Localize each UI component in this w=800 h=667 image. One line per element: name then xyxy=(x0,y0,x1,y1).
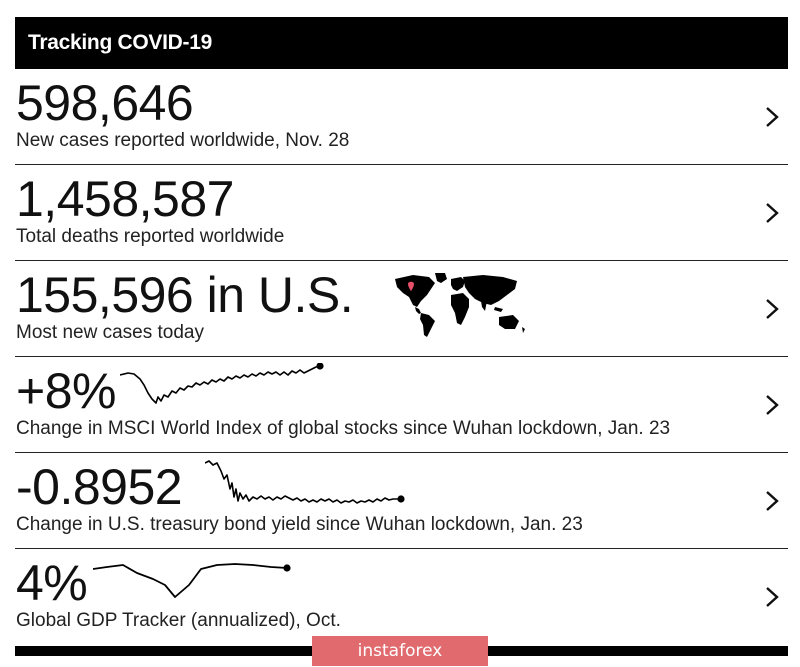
watermark-badge: instaforex xyxy=(312,636,488,666)
row-label: Total deaths reported worldwide xyxy=(16,226,285,247)
watermark-text: instaforex xyxy=(357,641,443,661)
chevron-right-icon[interactable] xyxy=(764,202,780,224)
tracker-row-total-deaths[interactable]: 1,458,587 Total deaths reported worldwid… xyxy=(15,165,788,261)
row-value: 1,458,587 xyxy=(16,171,234,227)
row-label: Global GDP Tracker (annualized), Oct. xyxy=(16,610,341,631)
tracker-row-treasury-yield[interactable]: -0.8952 Change in U.S. treasury bond yie… xyxy=(15,453,788,549)
row-label: Change in MSCI World Index of global sto… xyxy=(16,418,671,439)
row-value: -0.8952 xyxy=(16,459,183,515)
tracker-row-gdp[interactable]: 4% Global GDP Tracker (annualized), Oct. xyxy=(15,549,788,631)
tracker-header: Tracking COVID-19 xyxy=(15,17,788,69)
map-pin-icon xyxy=(408,281,414,291)
chevron-right-icon[interactable] xyxy=(764,394,780,416)
world-map-icon xyxy=(395,273,525,337)
covid-tracker-widget: Tracking COVID-19 598,646 New cases repo… xyxy=(15,17,788,631)
row-label: New cases reported worldwide, Nov. 28 xyxy=(16,130,350,151)
chevron-right-icon[interactable] xyxy=(764,586,780,608)
chevron-right-icon[interactable] xyxy=(764,106,780,128)
tracker-row-msci-index[interactable]: +8% Change in MSCI World Index of global… xyxy=(15,357,788,453)
row-label: Change in U.S. treasury bond yield since… xyxy=(16,514,583,535)
chevron-right-icon[interactable] xyxy=(764,490,780,512)
chevron-right-icon[interactable] xyxy=(764,298,780,320)
tracker-title: Tracking COVID-19 xyxy=(28,31,212,54)
msci-sparkline xyxy=(120,363,324,404)
gdp-sparkline xyxy=(93,563,291,598)
treasury-sparkline xyxy=(205,460,405,504)
tracker-row-new-cases[interactable]: 598,646 New cases reported worldwide, No… xyxy=(15,69,788,165)
row-value: +8% xyxy=(16,363,116,419)
tracker-row-us-cases[interactable]: 155,596 in U.S. Most new cases today xyxy=(15,261,788,357)
row-value: 155,596 in U.S. xyxy=(16,267,354,323)
row-label: Most new cases today xyxy=(16,322,204,343)
row-value: 4% xyxy=(16,555,88,611)
row-value: 598,646 xyxy=(16,75,194,131)
